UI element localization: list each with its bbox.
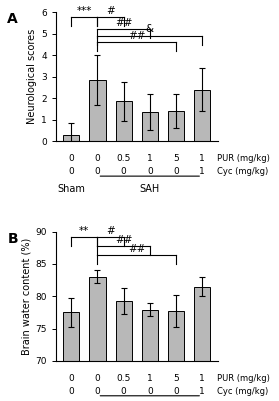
Text: #: # — [106, 6, 115, 16]
Text: 0: 0 — [68, 154, 74, 163]
Text: Cyc (mg/kg): Cyc (mg/kg) — [217, 387, 268, 396]
Text: ***: *** — [77, 6, 92, 16]
Y-axis label: Brain water content (%): Brain water content (%) — [21, 238, 31, 355]
Text: ##: ## — [128, 244, 145, 254]
Text: PUR (mg/kg): PUR (mg/kg) — [217, 374, 270, 383]
Text: 0: 0 — [121, 167, 126, 176]
Text: 1: 1 — [199, 167, 205, 176]
Text: #: # — [106, 226, 115, 235]
Bar — [63, 312, 80, 401]
Bar — [168, 111, 184, 141]
Text: PUR (mg/kg): PUR (mg/kg) — [217, 154, 270, 163]
Text: 5: 5 — [173, 154, 179, 163]
Text: Cyc (mg/kg): Cyc (mg/kg) — [217, 167, 268, 176]
Bar — [142, 112, 158, 141]
Text: 0: 0 — [173, 167, 179, 176]
Text: 1: 1 — [199, 154, 205, 163]
Bar — [63, 135, 80, 141]
Text: 0: 0 — [68, 374, 74, 383]
Bar — [116, 101, 132, 141]
Text: 0: 0 — [95, 167, 100, 176]
Bar — [116, 301, 132, 401]
Text: 1: 1 — [147, 374, 153, 383]
Text: ##: ## — [115, 18, 132, 28]
Bar — [168, 311, 184, 401]
Text: SAH: SAH — [140, 184, 160, 194]
Text: 1: 1 — [199, 387, 205, 396]
Text: 1: 1 — [147, 154, 153, 163]
Text: 0.5: 0.5 — [116, 374, 131, 383]
Text: ##: ## — [128, 31, 145, 41]
Text: 5: 5 — [173, 374, 179, 383]
Text: 0: 0 — [147, 387, 153, 396]
Text: 0: 0 — [68, 387, 74, 396]
Text: 1: 1 — [199, 374, 205, 383]
Y-axis label: Neurological scores: Neurological scores — [27, 29, 37, 124]
Text: ##: ## — [115, 235, 132, 245]
Text: 0: 0 — [68, 167, 74, 176]
Text: A: A — [7, 12, 18, 26]
Text: Sham: Sham — [57, 184, 85, 194]
Bar — [89, 80, 105, 141]
Text: 0: 0 — [95, 387, 100, 396]
Text: 0: 0 — [121, 387, 126, 396]
Bar — [194, 287, 210, 401]
Text: 0: 0 — [95, 154, 100, 163]
Text: B: B — [7, 232, 18, 246]
Text: 0.5: 0.5 — [116, 154, 131, 163]
Bar — [89, 277, 105, 401]
Text: &: & — [146, 24, 154, 34]
Text: **: ** — [79, 226, 90, 235]
Text: 0: 0 — [95, 374, 100, 383]
Text: 0: 0 — [147, 167, 153, 176]
Text: 0: 0 — [173, 387, 179, 396]
Bar — [194, 89, 210, 141]
Bar — [142, 310, 158, 401]
